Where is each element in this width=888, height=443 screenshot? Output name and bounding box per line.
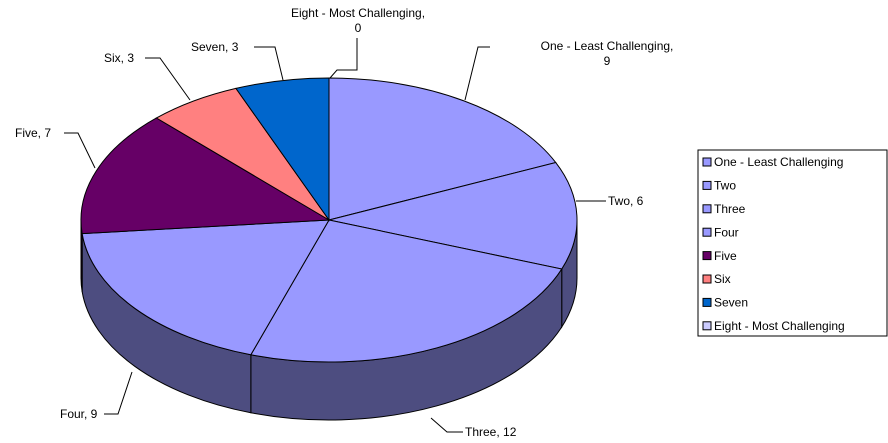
legend-swatch (702, 204, 712, 214)
data-label: One - Least Challenging, 9 (540, 39, 674, 68)
legend-label: Two (714, 179, 736, 193)
legend-label: Four (714, 225, 739, 239)
legend-swatch (702, 274, 712, 284)
data-label: Eight - Most Challenging, 0 (290, 6, 426, 35)
slice (328, 77, 557, 221)
legend-label: One - Least Challenging (714, 155, 843, 169)
legend-swatch (702, 180, 712, 190)
legend-label: Eight - Most Challenging (714, 319, 845, 333)
slice-sides (80, 219, 578, 421)
data-label: Seven, 3 (191, 40, 239, 54)
legend-swatch (702, 297, 712, 307)
data-label: Six, 3 (104, 51, 135, 65)
leader-line (329, 38, 358, 79)
slice (328, 161, 578, 270)
leader-line (64, 132, 96, 169)
legend-label: Five (714, 249, 737, 263)
leader-line (145, 57, 191, 101)
legend-swatch (702, 251, 712, 261)
leader-line (464, 46, 490, 101)
legend-swatch (702, 157, 712, 167)
legend-label: Three (714, 202, 746, 216)
data-label: Three, 12 (465, 425, 517, 439)
leader-line (104, 371, 133, 415)
data-label: Five, 7 (15, 126, 52, 140)
legend-swatch (702, 227, 712, 237)
legend-swatch (702, 321, 712, 331)
leader-line (430, 417, 463, 433)
legend-label: Seven (714, 296, 748, 310)
leader-line (254, 46, 284, 81)
slice (81, 219, 330, 356)
slice (80, 117, 331, 235)
legend-box (697, 149, 888, 337)
data-label: Two, 6 (608, 194, 644, 208)
legend-label: Six (714, 272, 731, 286)
data-label: Four, 9 (60, 407, 98, 421)
slice-tops (80, 77, 578, 363)
slice (250, 219, 563, 363)
